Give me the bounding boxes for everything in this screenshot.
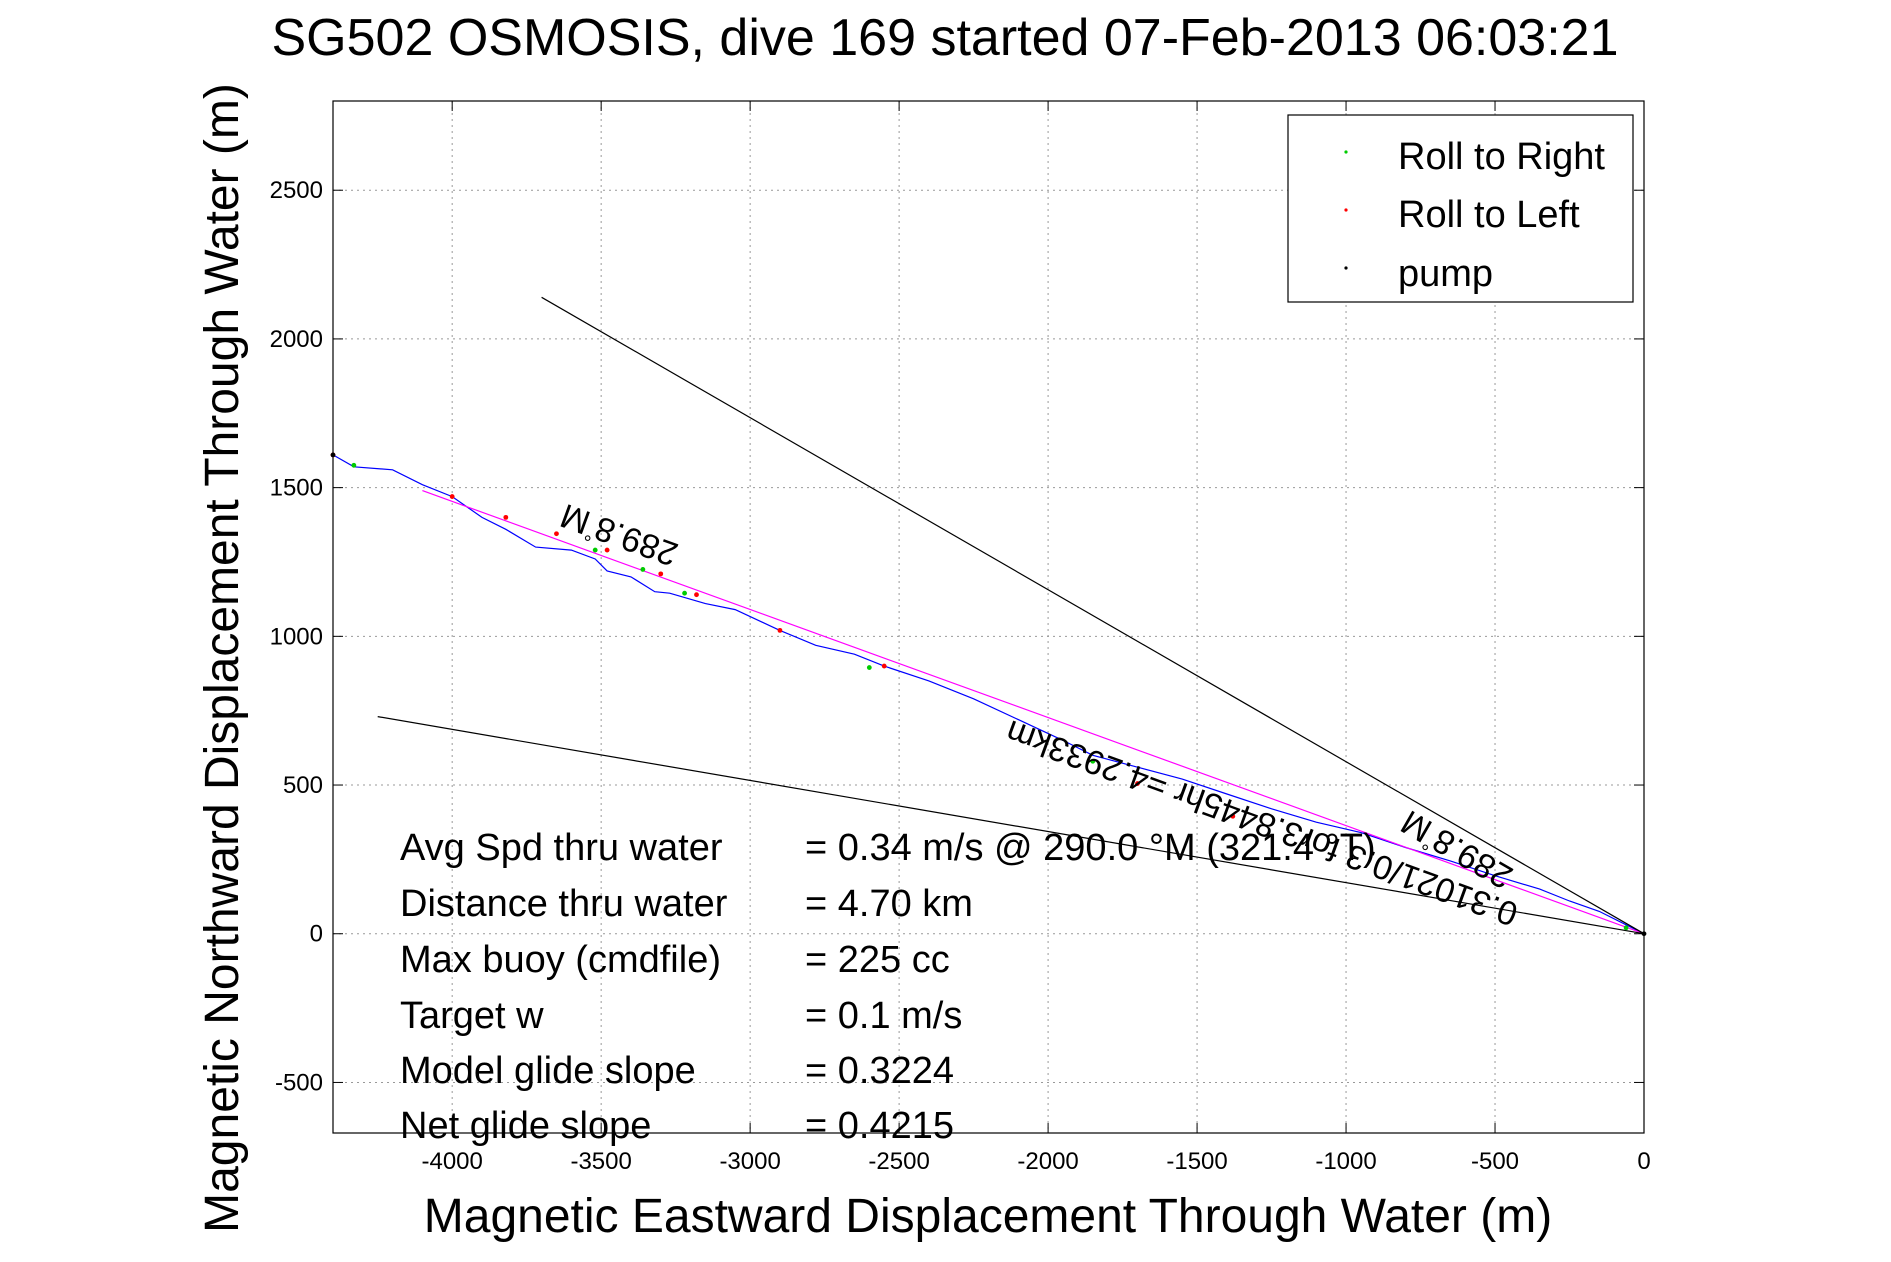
legend-roll-left-marker bbox=[1344, 208, 1348, 212]
roll-right-marker bbox=[682, 590, 687, 596]
roll-left-marker bbox=[554, 531, 559, 537]
x-tick-label: -2000 bbox=[1017, 1148, 1078, 1175]
legend-roll-right-marker bbox=[1344, 150, 1348, 154]
stat-value-max-buoy: = 225 cc bbox=[805, 939, 950, 981]
stat-value-distance: = 4.70 km bbox=[805, 883, 973, 925]
roll-left-marker bbox=[777, 627, 783, 633]
roll-left-marker bbox=[503, 514, 509, 520]
plot-frame bbox=[332, 100, 1645, 1134]
x-tick-label: -2500 bbox=[868, 1148, 929, 1175]
x-tick-label: -500 bbox=[1471, 1148, 1519, 1175]
marker-layer bbox=[330, 452, 1647, 937]
x-axis-label: Magnetic Eastward Displacement Through W… bbox=[424, 1190, 1552, 1243]
stat-value-net-glide: = 0.4215 bbox=[805, 1105, 954, 1147]
x-tick-label: -3500 bbox=[570, 1148, 631, 1175]
pump-marker bbox=[1641, 931, 1647, 937]
y-tick-label: 2500 bbox=[270, 177, 323, 204]
stat-label-avg-speed: Avg Spd thru water bbox=[400, 827, 723, 869]
roll-left-marker bbox=[1230, 813, 1236, 819]
stat-label-model-glide: Model glide slope bbox=[400, 1050, 696, 1092]
stat-label-target-w: Target w bbox=[400, 995, 544, 1037]
stat-label-distance: Distance thru water bbox=[400, 883, 728, 925]
roll-left-marker bbox=[694, 592, 699, 598]
roll-right-marker bbox=[592, 547, 598, 553]
x-axis-ticks: -4000 -3500 -3000 -2500 -2000 -1500 -1000 -500 0 bbox=[421, 101, 1651, 1175]
stat-value-model-glide: = 0.3224 bbox=[805, 1050, 954, 1092]
y-tick-label: 500 bbox=[283, 772, 323, 799]
y-tick-label: 0 bbox=[310, 921, 323, 948]
pump-marker bbox=[330, 452, 336, 458]
y-tick-label: 2000 bbox=[270, 326, 323, 353]
roll-right-marker bbox=[866, 665, 872, 670]
y-tick-label: 1500 bbox=[270, 475, 323, 502]
roll-right-marker bbox=[640, 567, 646, 572]
lower-guide-line bbox=[377, 716, 1645, 935]
y-tick-label: -500 bbox=[275, 1069, 323, 1096]
y-axis-ticks: -500 0 500 1000 1500 2000 2500 bbox=[270, 177, 1644, 1096]
stat-value-avg-speed: = 0.34 m/s @ 290.0 °M (321.4 °T) bbox=[805, 827, 1376, 869]
roll-left-marker bbox=[1135, 781, 1140, 786]
roll-right-marker bbox=[1090, 758, 1096, 764]
roll-left-marker bbox=[881, 663, 887, 669]
roll-right-marker bbox=[351, 462, 357, 468]
roll-left-marker bbox=[449, 494, 455, 499]
legend-pump-label: pump bbox=[1398, 253, 1493, 295]
upper-guide-line bbox=[541, 296, 1645, 935]
x-tick-label: -3000 bbox=[719, 1148, 780, 1175]
x-tick-label: -1000 bbox=[1315, 1148, 1376, 1175]
roll-left-marker bbox=[604, 547, 610, 553]
x-tick-label: -4000 bbox=[421, 1148, 482, 1175]
roll-left-marker bbox=[658, 571, 664, 577]
x-tick-label: 0 bbox=[1637, 1148, 1650, 1175]
legend-pump-marker bbox=[1344, 266, 1348, 270]
heading-line bbox=[422, 490, 1645, 935]
stat-label-net-glide: Net glide slope bbox=[400, 1105, 651, 1147]
legend-roll-left-label: Roll to Left bbox=[1398, 194, 1580, 236]
chart-title: SG502 OSMOSIS, dive 169 started 07-Feb-2… bbox=[271, 9, 1618, 67]
roll-right-marker bbox=[1623, 925, 1629, 931]
stat-value-target-w: = 0.1 m/s bbox=[805, 995, 962, 1037]
x-tick-label: -1500 bbox=[1166, 1148, 1227, 1175]
legend-roll-right-label: Roll to Right bbox=[1398, 136, 1605, 178]
y-tick-label: 1000 bbox=[270, 623, 323, 650]
stat-label-max-buoy: Max buoy (cmdfile) bbox=[400, 939, 721, 981]
stats-block: Avg Spd thru water = 0.34 m/s @ 290.0 °M… bbox=[400, 827, 1376, 1147]
y-axis-label: Magnetic Northward Displacement Through … bbox=[196, 83, 249, 1233]
legend: Roll to Right Roll to Left pump bbox=[1287, 114, 1634, 303]
